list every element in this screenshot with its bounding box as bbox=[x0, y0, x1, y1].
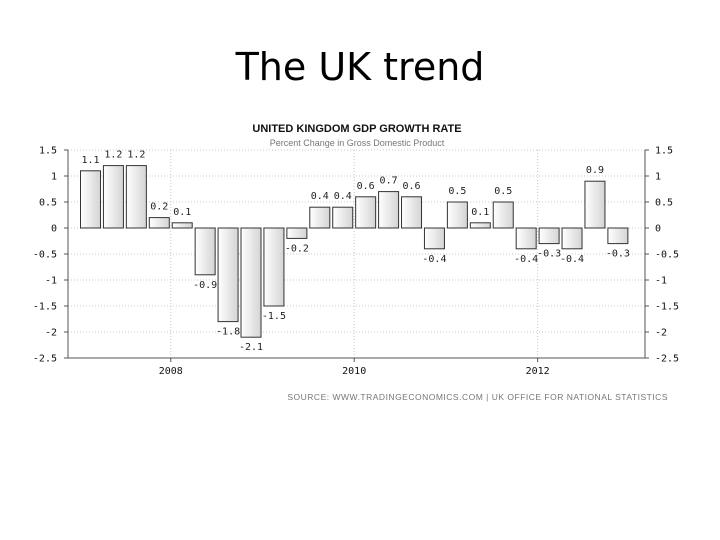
bar bbox=[538, 227, 560, 245]
y-tick-label-left: -1.5 bbox=[33, 302, 57, 313]
slide-title: The UK trend bbox=[235, 45, 485, 89]
bar-value-label: -0.3 bbox=[606, 249, 630, 260]
y-tick-label-left: -1 bbox=[45, 276, 57, 287]
bar-value-label: 1.2 bbox=[104, 150, 122, 161]
bar bbox=[355, 196, 377, 229]
bar bbox=[217, 227, 239, 323]
bar bbox=[332, 206, 354, 229]
bar-value-label: -1.8 bbox=[216, 327, 240, 338]
bar-value-label: -2.1 bbox=[239, 342, 263, 353]
bar-value-label: -0.3 bbox=[537, 249, 561, 260]
bar-value-label: 0.5 bbox=[494, 186, 512, 197]
y-tick-label-right: -0.5 bbox=[655, 250, 679, 261]
bar bbox=[263, 227, 285, 307]
bar-value-label: 0.4 bbox=[334, 191, 352, 202]
bar-value-label: 0.1 bbox=[471, 207, 489, 218]
bar-value-label: 1.1 bbox=[81, 155, 99, 166]
bar bbox=[80, 170, 101, 229]
bar bbox=[378, 191, 400, 229]
bar-value-label: -1.5 bbox=[262, 311, 286, 322]
bar bbox=[171, 222, 193, 229]
bar-value-label: 0.6 bbox=[357, 181, 375, 192]
y-tick-label-left: 0.5 bbox=[39, 198, 57, 209]
y-tick-label-left: -2 bbox=[45, 328, 57, 339]
y-tick-label-right: 0 bbox=[655, 224, 661, 235]
bar bbox=[309, 206, 331, 229]
y-tick-label-right: 1 bbox=[655, 172, 661, 183]
bar bbox=[125, 165, 147, 229]
bar-value-label: -0.4 bbox=[560, 254, 584, 265]
y-tick-label-right: -1.5 bbox=[655, 302, 679, 313]
bar-value-label: 0.6 bbox=[402, 181, 420, 192]
chart-source: SOURCE: WWW.TRADINGECONOMICS.COM | UK OF… bbox=[287, 392, 668, 402]
y-tick-label-left: 1 bbox=[51, 172, 57, 183]
bar bbox=[102, 165, 124, 229]
bars bbox=[80, 165, 629, 338]
bar-value-label: -0.2 bbox=[285, 243, 309, 254]
bar bbox=[584, 180, 606, 229]
bar bbox=[286, 227, 308, 239]
bar-value-label: -0.4 bbox=[514, 254, 538, 265]
bar-value-label: 1.2 bbox=[127, 150, 145, 161]
x-tick-label: 2012 bbox=[526, 366, 550, 377]
bar-value-label: 0.5 bbox=[448, 186, 466, 197]
y-tick-label-left: 1.5 bbox=[39, 146, 57, 157]
x-tick-label: 2008 bbox=[159, 366, 183, 377]
bar bbox=[194, 227, 216, 276]
bar-value-label: -0.4 bbox=[422, 254, 446, 265]
bar-value-label: 0.1 bbox=[173, 207, 191, 218]
bar bbox=[423, 227, 445, 250]
bar bbox=[492, 201, 514, 229]
bar bbox=[515, 227, 537, 250]
bar bbox=[401, 196, 423, 229]
bar bbox=[148, 217, 170, 229]
bar bbox=[240, 227, 262, 338]
bar bbox=[607, 227, 629, 245]
bar-value-label: 0.4 bbox=[311, 191, 329, 202]
y-tick-label-left: -2.5 bbox=[33, 354, 57, 365]
axes: 1.5 1.5 1 1 0.5 0.5 0 0 -0.5 -0.5 -1 -1 -1.5 -1.5 -2 -2… bbox=[33, 146, 679, 378]
chart-subtitle: Percent Change in Gross Domestic Product bbox=[270, 138, 445, 148]
chart-title: UNITED KINGDOM GDP GROWTH RATE bbox=[252, 123, 461, 135]
y-tick-label-right: 1.5 bbox=[655, 146, 673, 157]
value-labels: 1.1 1.2 1.2 0.2 0.1 -0.9 -1.8 -2.1 -1.5 -0.2 0.4 0.… bbox=[81, 150, 629, 354]
y-tick-label-left: 0 bbox=[51, 224, 57, 235]
bar bbox=[561, 227, 583, 250]
bar bbox=[446, 201, 468, 229]
y-tick-label-left: -0.5 bbox=[33, 250, 57, 261]
bar-value-label: 0.9 bbox=[586, 165, 604, 176]
bar-value-label: 0.7 bbox=[380, 176, 398, 187]
y-tick-label-right: -1 bbox=[655, 276, 667, 287]
y-tick-label-right: -2 bbox=[655, 328, 667, 339]
y-tick-label-right: -2.5 bbox=[655, 354, 679, 365]
y-tick-label-right: 0.5 bbox=[655, 198, 673, 209]
bar-value-label: 0.2 bbox=[150, 202, 168, 213]
bar-value-label: -0.9 bbox=[193, 280, 217, 291]
x-tick-label: 2010 bbox=[342, 366, 366, 377]
bar bbox=[469, 222, 491, 229]
